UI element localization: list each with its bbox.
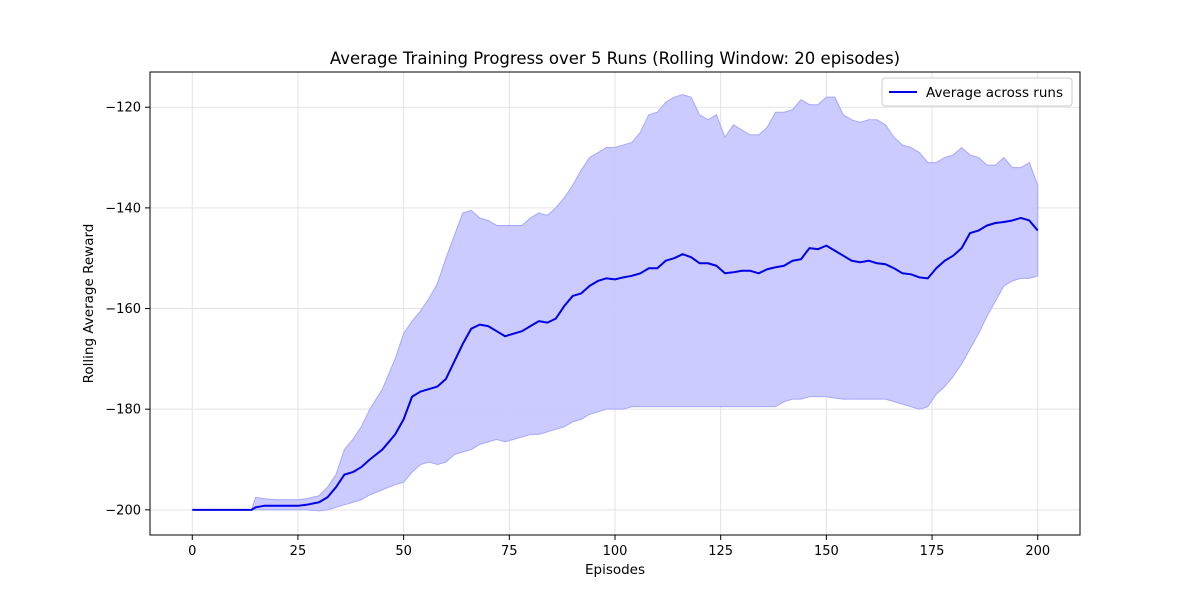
y-axis-label: Rolling Average Reward bbox=[81, 224, 97, 384]
x-tick-label: 25 bbox=[290, 544, 307, 559]
x-tick-label: 75 bbox=[501, 544, 518, 559]
y-tick-label: −200 bbox=[105, 503, 141, 518]
y-tick-label: −180 bbox=[105, 403, 141, 418]
x-tick-label: 50 bbox=[395, 544, 412, 559]
y-tick-label: −120 bbox=[105, 101, 141, 116]
x-tick-label: 150 bbox=[814, 544, 839, 559]
legend-box bbox=[881, 77, 1073, 107]
x-tick-label: 200 bbox=[1025, 544, 1050, 559]
line-layer bbox=[192, 216, 1039, 511]
x-axis-label: Episodes bbox=[585, 562, 645, 578]
ticks: 0 25 50 75 100 125 150 175 200 −200 −180 −160 −140 −1… bbox=[105, 101, 1050, 559]
series-line-average bbox=[192, 216, 1039, 511]
chart-title: Average Training Progress over 5 Runs (R… bbox=[330, 49, 900, 68]
legend: Average across runs bbox=[881, 77, 1073, 107]
y-tick-label: −140 bbox=[105, 201, 141, 216]
x-tick-label: 100 bbox=[603, 544, 628, 559]
y-tick-label: −160 bbox=[105, 302, 141, 317]
x-tick-label: 0 bbox=[188, 544, 196, 559]
legend-label: Average across runs bbox=[926, 85, 1063, 101]
x-tick-label: 175 bbox=[920, 544, 945, 559]
x-tick-label: 125 bbox=[708, 544, 733, 559]
